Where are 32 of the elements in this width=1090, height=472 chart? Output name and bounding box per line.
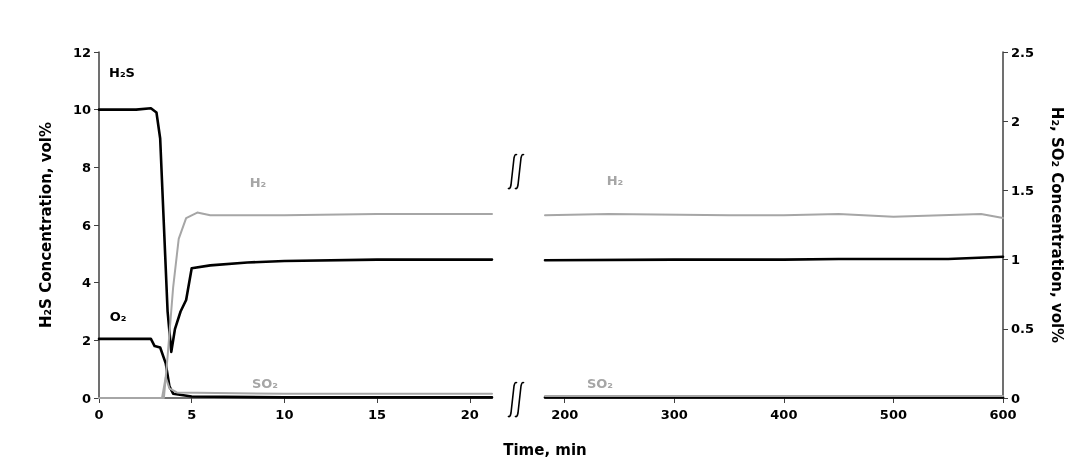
y-tick-label: 8 — [81, 159, 91, 175]
y2-tick-label: 1 — [1011, 252, 1021, 268]
x-tick-label: 500 — [879, 407, 907, 422]
x-tick-label: 600 — [989, 407, 1017, 422]
y-tick-label: 2 — [81, 332, 91, 348]
y-tick-label: 12 — [72, 44, 91, 60]
series-label: H₂ — [249, 174, 267, 190]
x-tick-label: 10 — [275, 407, 294, 422]
x-tick-label: 400 — [770, 407, 798, 422]
x-tick-label: 200 — [551, 407, 579, 422]
y-axis-title: H₂S Concentration, vol% — [36, 121, 55, 329]
y2-tick-label: 2 — [1011, 113, 1021, 129]
text: H₂ — [606, 172, 624, 188]
series-label: SO₂ — [251, 375, 279, 391]
series-label: O₂ — [109, 308, 127, 324]
y-tick-label: 0 — [81, 390, 91, 406]
y-tick-label: 10 — [72, 102, 91, 118]
y2-tick-label: 2.5 — [1011, 44, 1035, 60]
x-tick-label: 0 — [94, 407, 104, 422]
y-tick-label: 6 — [81, 217, 91, 233]
series-label: SO₂ — [586, 375, 614, 391]
text: H₂S — [109, 64, 135, 80]
x-tick-label: 15 — [368, 407, 387, 422]
y-tick-label: 4 — [81, 275, 91, 291]
y2-tick-label: 0.5 — [1011, 321, 1035, 337]
y2-tick-label: 0 — [1011, 390, 1021, 406]
x-tick-label: 5 — [187, 407, 197, 422]
y2-axis-title: H₂, SO₂ Concentration, vol% — [1047, 106, 1066, 344]
x-axis-title: Time, min — [503, 441, 587, 459]
x-tick-label: 20 — [460, 407, 479, 422]
y2-tick-label: 1.5 — [1011, 182, 1035, 198]
x-tick-label: 300 — [660, 407, 688, 422]
